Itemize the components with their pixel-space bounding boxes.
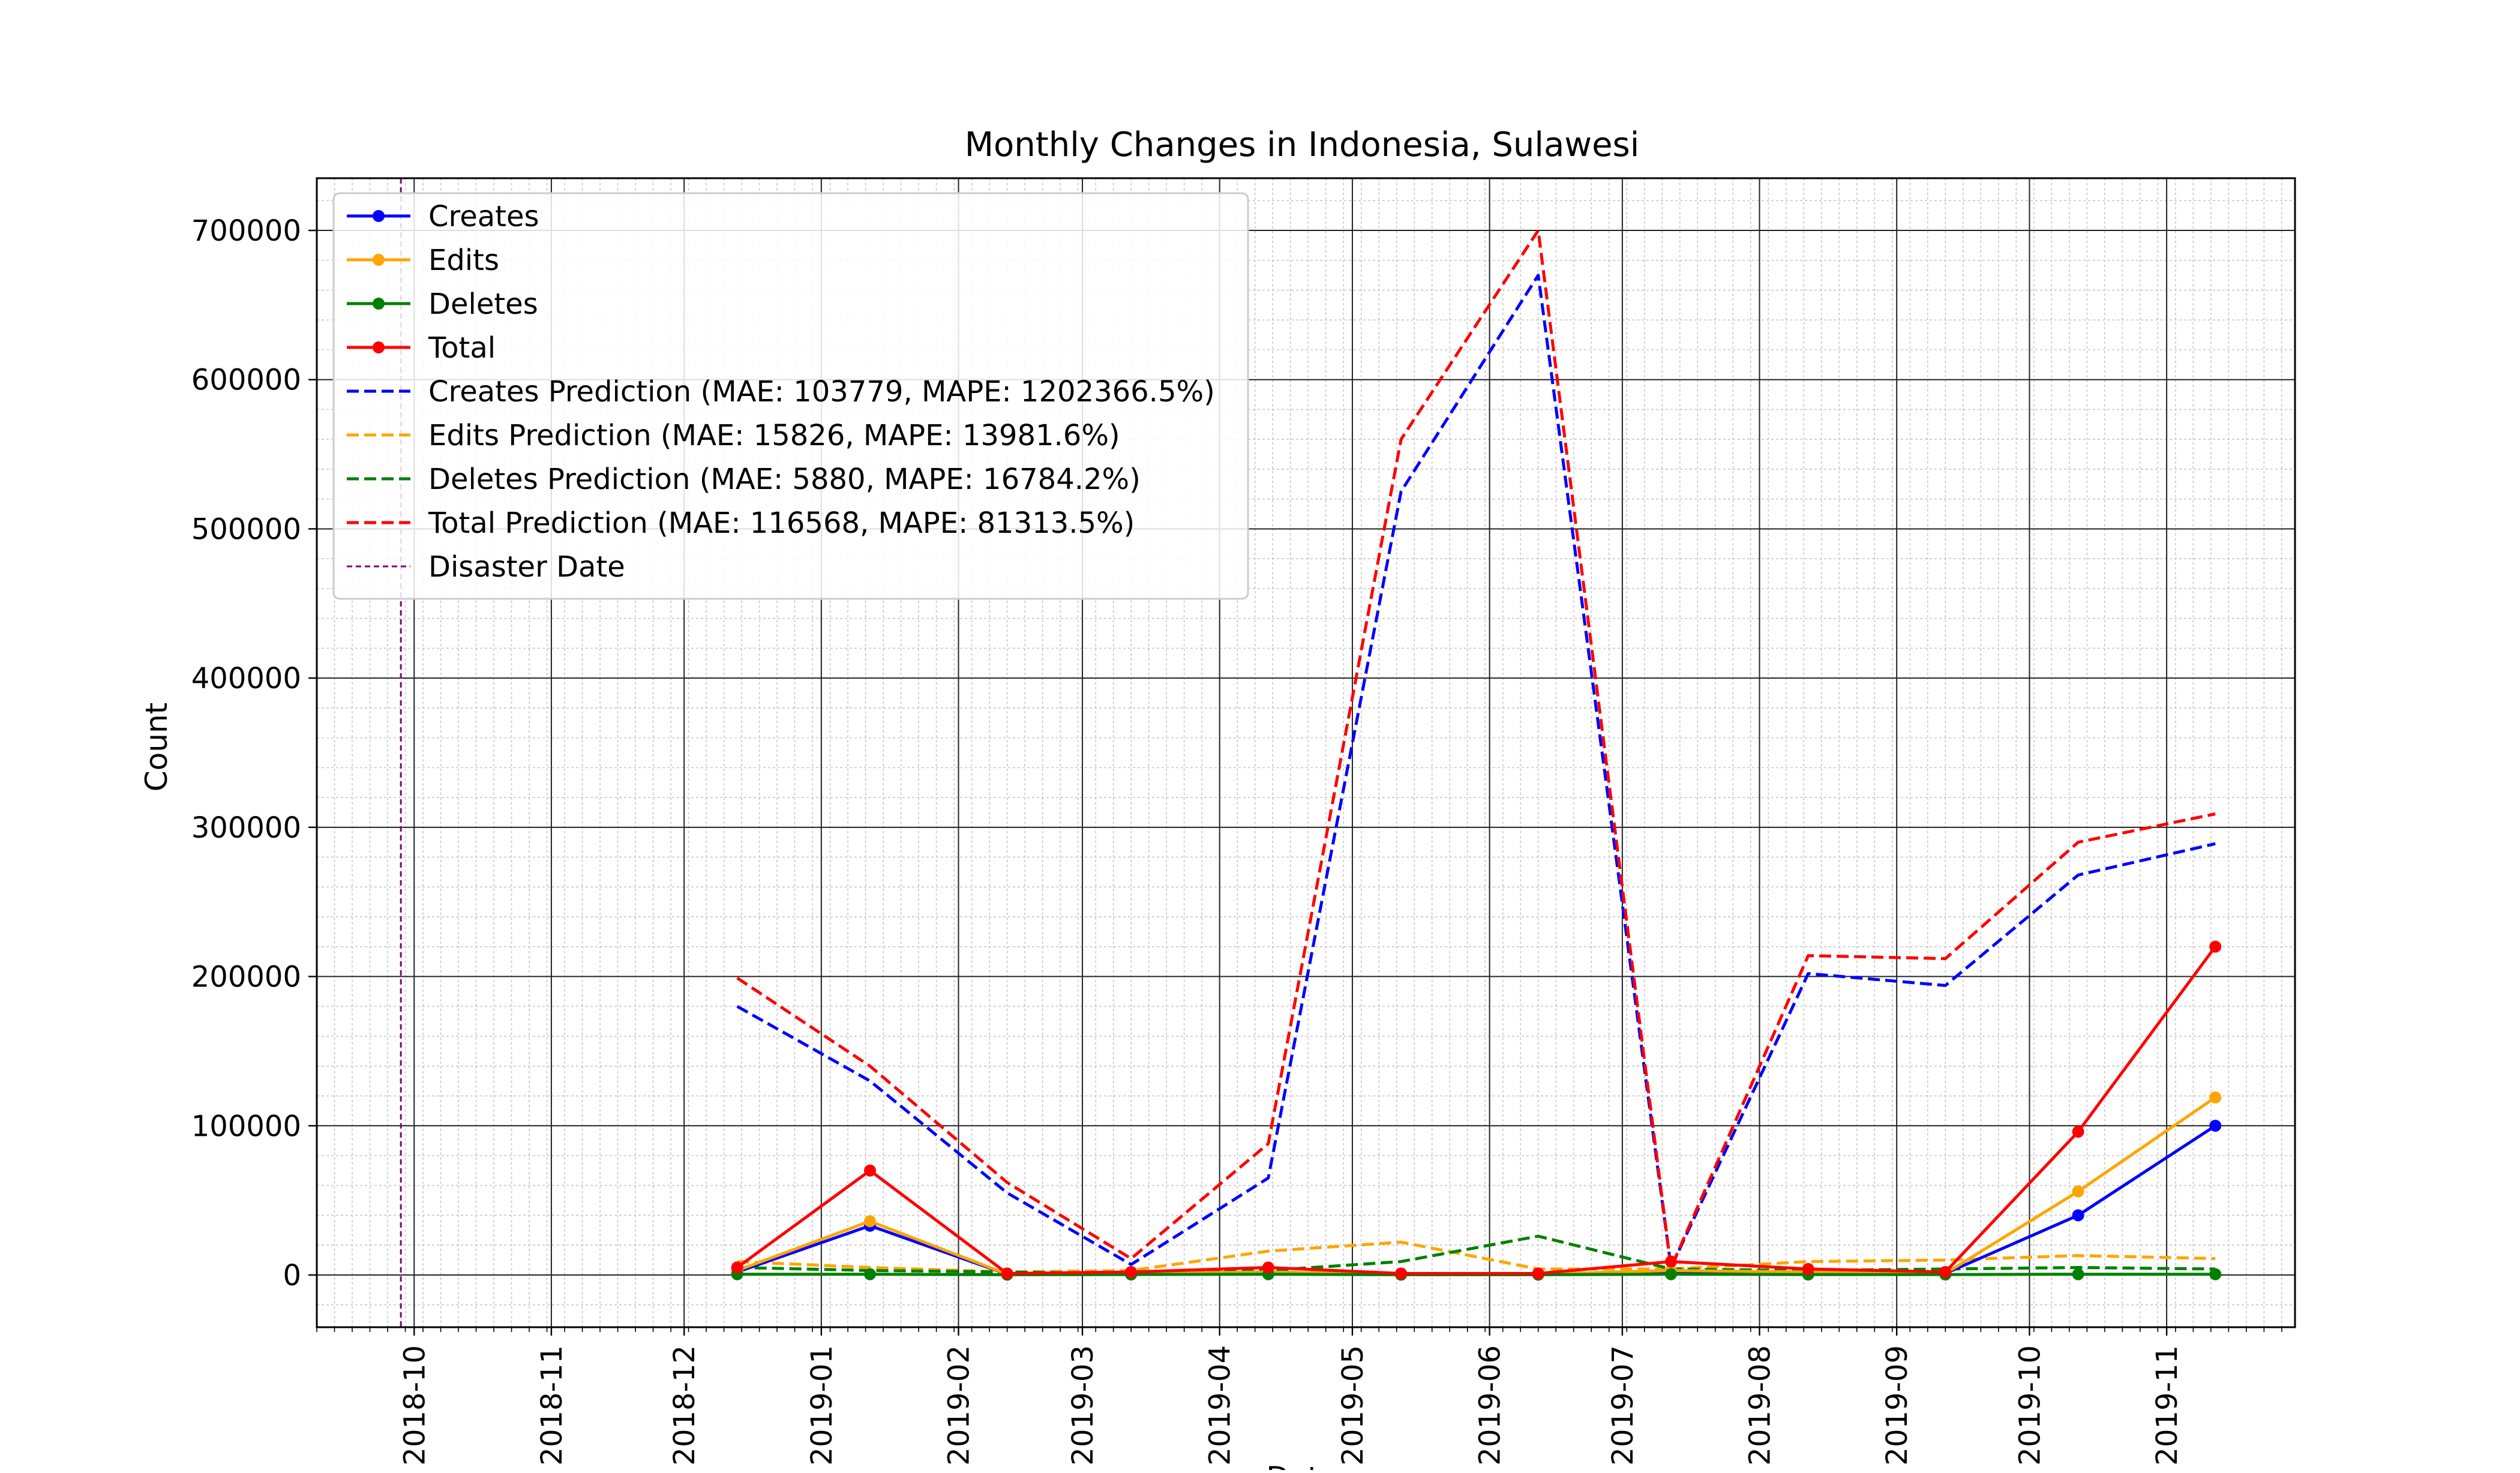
data-point-total	[731, 1261, 743, 1274]
x-tick-label: 2019-07	[1606, 1345, 1640, 1466]
series-line-deletes-prediction	[737, 1234, 2216, 1275]
data-point-creates	[2072, 1209, 2084, 1222]
axes: 0 100000 200000 300000 400000 500000 600000 700…	[191, 177, 2296, 1466]
x-tick-label: 2019-05	[1336, 1345, 1370, 1466]
y-tick-label: 500000	[191, 512, 301, 546]
legend-label: Total	[428, 331, 496, 365]
data-point-total	[1001, 1267, 1013, 1280]
data-point-total	[2072, 1126, 2084, 1138]
y-axis-label: Count	[139, 703, 174, 792]
legend-marker	[373, 341, 385, 353]
x-tick-label: 2018-11	[535, 1345, 569, 1466]
chart-title: Monthly Changes in Indonesia, Sulawesi	[965, 125, 1640, 164]
legend-box	[332, 192, 1249, 600]
data-point-deletes	[1665, 1268, 1678, 1280]
data-point-creates	[2209, 1120, 2222, 1132]
series-line-total	[736, 946, 2217, 1275]
data-point-deletes	[2072, 1268, 2084, 1280]
data-point-total	[1532, 1267, 1544, 1280]
y-tick-label: 0	[283, 1259, 301, 1292]
x-tick-label: 2019-11	[2150, 1345, 2184, 1466]
series-layer	[400, 178, 2222, 1327]
data-point-total	[2209, 940, 2222, 953]
x-tick-label: 2019-09	[1880, 1345, 1914, 1466]
legend-label: Creates Prediction (MAE: 103779, MAPE: 1…	[428, 375, 1215, 409]
x-tick-label: 2019-03	[1066, 1345, 1100, 1466]
data-point-total	[1395, 1267, 1408, 1280]
legend-label: Edits	[428, 244, 499, 277]
y-tick-label: 200000	[191, 961, 301, 994]
legend-marker	[373, 254, 385, 266]
data-point-total	[1665, 1255, 1678, 1268]
x-tick-label: 2019-01	[805, 1345, 839, 1466]
data-point-total	[1262, 1261, 1274, 1274]
legend-marker	[373, 210, 385, 222]
x-tick-label: 2019-08	[1744, 1345, 1777, 1466]
data-point-edits	[2209, 1091, 2222, 1103]
series-line-creates-prediction	[736, 274, 2216, 1269]
data-point-edits	[2072, 1185, 2084, 1198]
x-tick-label: 2018-12	[668, 1345, 701, 1466]
legend-marker	[373, 298, 385, 310]
data-point-total	[1125, 1265, 1138, 1278]
x-tick-label: 2019-04	[1204, 1345, 1237, 1466]
legend-label: Deletes	[428, 287, 538, 321]
x-tick-label: 2019-02	[942, 1345, 976, 1466]
y-tick-label: 700000	[191, 214, 301, 248]
legend-label: Deletes Prediction (MAE: 5880, MAPE: 167…	[428, 463, 1141, 496]
data-point-total	[863, 1164, 876, 1177]
data-point-total	[1939, 1265, 1952, 1278]
x-tick-label: 2018-10	[398, 1345, 431, 1466]
y-tick-label: 400000	[191, 662, 301, 695]
y-tick-label: 600000	[191, 364, 301, 397]
y-tick-label: 100000	[191, 1109, 301, 1143]
data-point-total	[1802, 1263, 1814, 1276]
legend-label: Edits Prediction (MAE: 15826, MAPE: 1398…	[428, 419, 1120, 452]
plot-frame	[316, 177, 2296, 1328]
legend-label: Disaster Date	[428, 550, 625, 584]
data-point-deletes	[2209, 1268, 2222, 1280]
legend-label: Creates	[428, 200, 539, 233]
x-axis-label: Date	[1266, 1460, 1338, 1470]
legend-label: Total Prediction (MAE: 116568, MAPE: 813…	[428, 506, 1135, 540]
x-tick-label: 2019-10	[2013, 1345, 2047, 1466]
data-point-edits	[863, 1215, 876, 1228]
y-tick-label: 300000	[191, 811, 301, 845]
x-tick-label: 2019-06	[1474, 1345, 1507, 1466]
series-line-total-prediction	[736, 229, 2216, 1269]
legend: Creates Edits Deletes Total Creates Predicti…	[332, 192, 1249, 600]
data-point-deletes	[863, 1268, 876, 1280]
